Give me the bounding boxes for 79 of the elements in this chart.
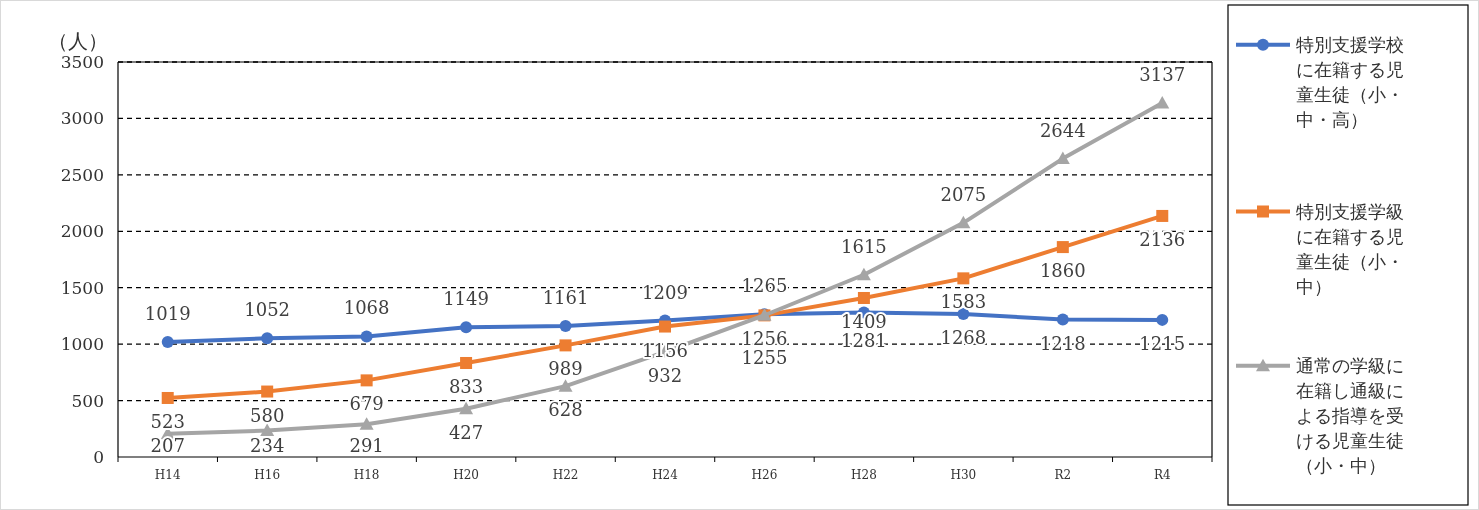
data-label: 2075 <box>940 183 987 205</box>
point <box>1056 313 1069 326</box>
x-tick-label: H18 <box>353 468 380 482</box>
point <box>261 385 274 398</box>
data-label: 3137 <box>1139 63 1186 85</box>
data-label: 932 <box>647 364 683 386</box>
point <box>559 339 572 352</box>
point <box>857 291 870 304</box>
data-label: 1583 <box>940 291 987 313</box>
data-label: 628 <box>548 399 583 421</box>
data-label: 1068 <box>343 297 390 319</box>
data-label: 1615 <box>841 235 887 257</box>
data-label: 427 <box>448 421 484 443</box>
point <box>559 319 572 332</box>
data-label: 1149 <box>443 288 489 310</box>
point <box>261 332 274 345</box>
y-tick-label: 1000 <box>60 334 104 355</box>
point <box>1155 95 1170 109</box>
point <box>659 320 671 333</box>
y-tick-label: 3500 <box>60 52 104 72</box>
point <box>360 374 373 387</box>
point <box>856 267 871 281</box>
data-label: 1161 <box>542 286 589 308</box>
y-tick-label: 500 <box>71 390 104 411</box>
x-tick-label: H14 <box>154 468 181 482</box>
point <box>360 330 373 343</box>
data-label: 679 <box>349 393 384 415</box>
point <box>957 272 970 285</box>
data-label: 989 <box>548 358 583 380</box>
point <box>161 336 174 348</box>
point <box>459 401 474 415</box>
point <box>558 379 573 392</box>
x-tick-label: R4 <box>1153 468 1171 482</box>
data-label: 833 <box>448 375 484 397</box>
data-label: 1218 <box>1039 332 1086 354</box>
legend-label: 特別支援学校に在籍する児童生徒（小・中・高） <box>1296 33 1404 130</box>
data-label: 1281 <box>841 329 887 351</box>
x-tick-label: H20 <box>453 468 479 482</box>
y-axis-title: （人） <box>48 29 108 53</box>
point <box>260 423 275 437</box>
data-label: 2136 <box>1139 228 1186 250</box>
point <box>956 215 971 229</box>
data-label: 1409 <box>841 310 887 332</box>
x-tick-label: H22 <box>552 468 579 482</box>
x-tick-label: H30 <box>950 468 977 482</box>
y-tick-label: 1500 <box>60 277 104 298</box>
x-tick-label: R2 <box>1054 468 1072 482</box>
y-tick-label: 0 <box>93 447 104 467</box>
x-tick-label: H16 <box>254 468 281 482</box>
data-label: 207 <box>150 435 185 456</box>
y-tick-label: 2500 <box>60 164 104 185</box>
x-tick-label: H24 <box>652 468 679 482</box>
point <box>1056 241 1069 254</box>
y-tick-label: 3000 <box>60 108 104 129</box>
data-label: 2644 <box>1039 119 1086 141</box>
point <box>1156 209 1169 222</box>
x-tick-label: H28 <box>851 468 877 482</box>
y-tick-label: 2000 <box>60 221 104 242</box>
data-label: 1265 <box>741 275 788 297</box>
data-label: 1255 <box>741 347 788 369</box>
data-label: 1209 <box>642 281 688 303</box>
data-label: 1052 <box>244 299 291 321</box>
data-label: 1268 <box>940 326 987 348</box>
data-label: 234 <box>250 435 285 456</box>
point <box>460 356 473 369</box>
data-label: 1019 <box>144 303 191 324</box>
legend-label: 特別支援学級に在籍する児童生徒（小・中） <box>1296 200 1404 297</box>
data-label: 1860 <box>1039 260 1086 282</box>
data-label: 523 <box>150 410 185 432</box>
data-label: 1215 <box>1139 332 1186 354</box>
point <box>460 321 473 334</box>
point <box>161 391 174 404</box>
data-label: 580 <box>250 404 285 426</box>
legend-label: 通常の学級に在籍し通級による指導を受ける児童生徒（小・中） <box>1296 354 1404 476</box>
x-tick-label: H26 <box>751 468 778 482</box>
point <box>1156 313 1169 326</box>
data-label: 291 <box>349 435 384 456</box>
point <box>359 417 374 430</box>
data-label: 1156 <box>642 339 688 361</box>
